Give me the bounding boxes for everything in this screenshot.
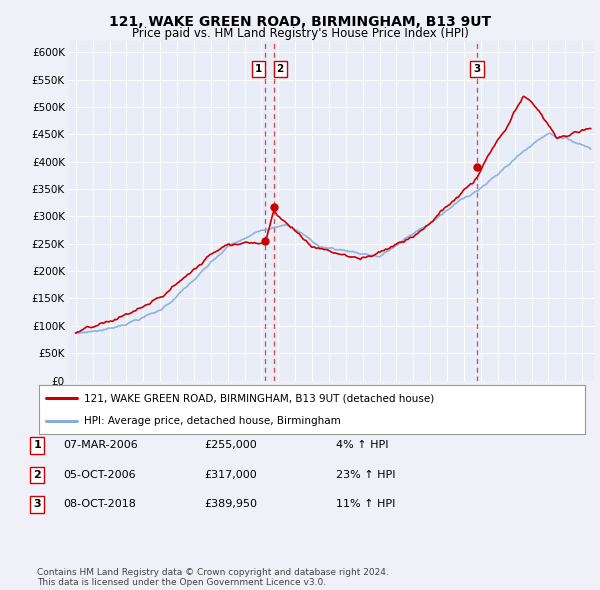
Text: 11% ↑ HPI: 11% ↑ HPI	[336, 500, 395, 509]
Text: 07-MAR-2006: 07-MAR-2006	[63, 441, 138, 450]
Text: £317,000: £317,000	[204, 470, 257, 480]
Text: 121, WAKE GREEN ROAD, BIRMINGHAM, B13 9UT: 121, WAKE GREEN ROAD, BIRMINGHAM, B13 9U…	[109, 15, 491, 30]
Text: HPI: Average price, detached house, Birmingham: HPI: Average price, detached house, Birm…	[84, 415, 341, 425]
Text: 3: 3	[473, 64, 481, 74]
Text: 121, WAKE GREEN ROAD, BIRMINGHAM, B13 9UT (detached house): 121, WAKE GREEN ROAD, BIRMINGHAM, B13 9U…	[84, 394, 434, 404]
Text: 2: 2	[34, 470, 41, 480]
Text: 1: 1	[34, 441, 41, 450]
Text: 4% ↑ HPI: 4% ↑ HPI	[336, 441, 389, 450]
Text: Contains HM Land Registry data © Crown copyright and database right 2024.
This d: Contains HM Land Registry data © Crown c…	[37, 568, 389, 587]
Text: 08-OCT-2018: 08-OCT-2018	[63, 500, 136, 509]
Text: 2: 2	[277, 64, 284, 74]
Text: Price paid vs. HM Land Registry's House Price Index (HPI): Price paid vs. HM Land Registry's House …	[131, 27, 469, 40]
Text: 23% ↑ HPI: 23% ↑ HPI	[336, 470, 395, 480]
Text: 3: 3	[34, 500, 41, 509]
Text: 05-OCT-2006: 05-OCT-2006	[63, 470, 136, 480]
Text: £389,950: £389,950	[204, 500, 257, 509]
Text: £255,000: £255,000	[204, 441, 257, 450]
Text: 1: 1	[255, 64, 262, 74]
